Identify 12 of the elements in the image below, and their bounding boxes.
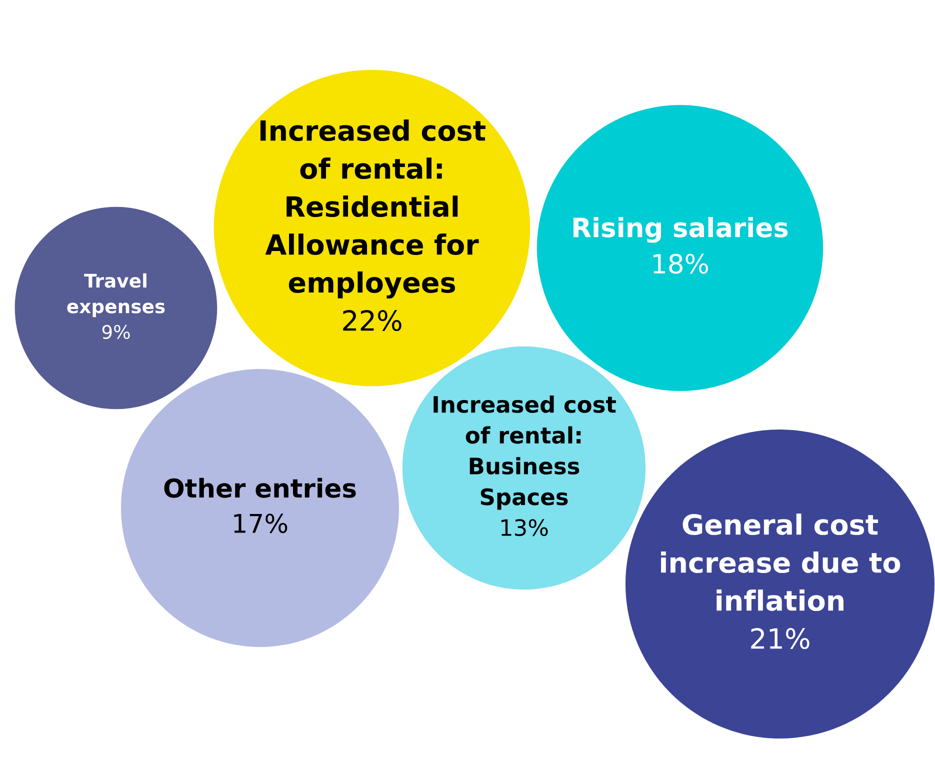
category-label: Travel expenses	[67, 273, 165, 318]
data-label: 13%	[501, 519, 548, 536]
category-label: Rising salaries	[574, 216, 788, 243]
category-label: Increased cost of rental: Business Spaces	[434, 396, 616, 510]
category-label: Increased cost of rental: Residential Allowance for employees	[260, 120, 486, 299]
data-label: 18%	[653, 254, 708, 274]
category-label: Other entries	[164, 478, 356, 498]
category-label: General cost increase due to inflation	[661, 514, 900, 612]
data-label: 22%	[343, 310, 402, 332]
data-label: 21%	[751, 628, 810, 650]
data-label: 9%	[102, 324, 130, 340]
data-label: 17%	[234, 514, 288, 534]
